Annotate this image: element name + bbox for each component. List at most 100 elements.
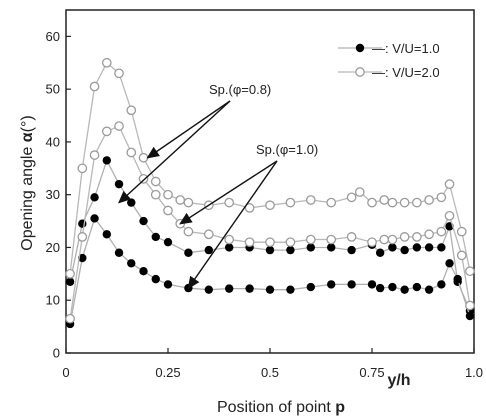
data-point (326, 234, 337, 245)
y-tick-label: 50 (46, 82, 60, 97)
data-point (424, 243, 434, 252)
data-point (245, 284, 254, 293)
y-tick-label: 30 (46, 187, 60, 202)
plot-frame (65, 9, 475, 354)
annotation-arrow (187, 160, 278, 290)
data-point (90, 193, 99, 202)
data-point (346, 232, 357, 242)
series-line (69, 217, 471, 325)
data-point (465, 266, 475, 277)
data-point (285, 237, 296, 248)
data-point (306, 243, 315, 252)
data-point (412, 232, 422, 242)
annotation-label: Sp.(φ=0.8) (209, 82, 271, 97)
series-2 (65, 57, 475, 279)
annotation-arrow (118, 100, 231, 204)
data-point (306, 282, 315, 292)
data-point (175, 195, 186, 205)
data-point (388, 243, 397, 252)
data-point (204, 285, 213, 294)
data-point (244, 203, 255, 213)
x-tick-label: 0.5 (261, 365, 279, 380)
data-point (151, 232, 160, 242)
x-axis-label: Position of point p (217, 399, 345, 416)
data-point (101, 126, 112, 137)
data-point (126, 105, 137, 116)
data-point (456, 226, 467, 237)
data-point (437, 243, 446, 252)
data-point (436, 226, 447, 237)
data-point (387, 234, 398, 245)
data-point (367, 280, 377, 289)
data-point (387, 197, 398, 208)
legend-marker-filled (355, 43, 365, 53)
data-point (203, 229, 214, 240)
data-point (367, 237, 377, 248)
data-point (456, 250, 467, 261)
data-point (138, 152, 149, 163)
data-point (65, 268, 75, 279)
data-point (444, 179, 455, 189)
data-point (114, 121, 124, 131)
legend: —: V/U=1.0 —: V/U=2.0 (338, 41, 440, 80)
data-point (139, 267, 148, 276)
data-point (367, 197, 377, 208)
data-point (305, 234, 316, 245)
annotation-arrow (179, 160, 278, 225)
data-point (163, 280, 173, 289)
data-point (225, 243, 234, 252)
data-point (424, 195, 434, 205)
data-point (163, 189, 173, 200)
series-1 (65, 214, 475, 329)
data-point (244, 237, 255, 248)
data-point (346, 192, 357, 203)
data-point (399, 197, 410, 208)
data-point (375, 283, 385, 293)
data-point (225, 284, 234, 293)
data-point (400, 245, 409, 255)
data-point (163, 205, 173, 216)
data-point (326, 197, 337, 208)
data-point (65, 313, 75, 324)
data-point (101, 57, 112, 68)
data-point (285, 197, 296, 208)
data-point (204, 245, 213, 255)
y-axis: 0 10 20 30 40 50 60 (46, 29, 71, 361)
annotation-label: Sp.(φ=1.0) (256, 142, 318, 157)
x-unit-label: y/h (387, 372, 410, 389)
data-point (286, 245, 295, 255)
data-point (183, 197, 194, 208)
data-point (412, 197, 422, 208)
data-point (127, 198, 136, 207)
data-point (224, 234, 235, 245)
data-point (424, 285, 434, 294)
data-point (265, 237, 275, 248)
x-axis: 0 0.25 0.5 0.75 1.0 (62, 348, 483, 380)
data-point (78, 253, 87, 263)
y-tick-label: 20 (46, 240, 60, 255)
annotation-arrow (146, 100, 231, 159)
data-point (151, 274, 160, 284)
data-point (453, 274, 462, 284)
series-3 (65, 121, 475, 324)
legend-marker-open (355, 67, 365, 77)
data-point (184, 248, 193, 257)
annotations: Sp.(φ=0.8) Sp.(φ=1.0) (118, 82, 318, 290)
data-point (265, 200, 275, 211)
data-point (436, 192, 447, 203)
data-point (379, 234, 390, 245)
data-point (347, 280, 356, 289)
data-point (265, 285, 275, 294)
data-point (150, 189, 161, 200)
data-point (183, 226, 194, 237)
data-point (437, 280, 446, 289)
data-point (445, 259, 454, 268)
data-point (127, 259, 136, 268)
data-point (114, 179, 124, 189)
y-axis-label: Opening angle α(°) (19, 115, 36, 250)
y-tick-label: 0 (53, 346, 60, 361)
y-tick-label: 10 (46, 293, 60, 308)
data-point (465, 300, 475, 311)
x-tick-label: 0 (62, 365, 69, 380)
